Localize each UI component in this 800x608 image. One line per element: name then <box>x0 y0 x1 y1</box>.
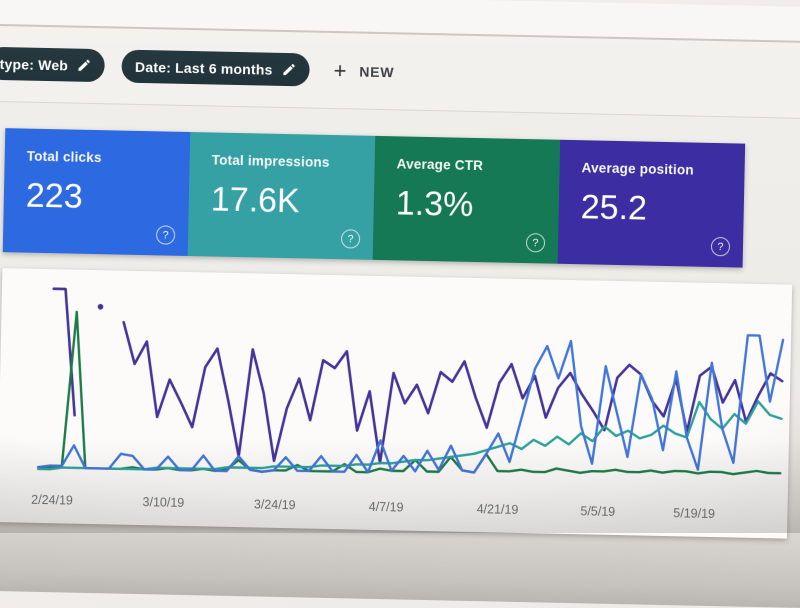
card-label: Average position <box>581 160 694 178</box>
search-type-filter-chip[interactable]: type: Web <box>0 46 106 83</box>
x-axis-label: 3/10/19 <box>142 495 185 510</box>
filter-bar: type: Web Date: Last 6 months + NEW <box>0 25 800 120</box>
new-filter-button[interactable]: + NEW <box>333 57 395 83</box>
average-position-card[interactable]: Average position 25.2 ? <box>557 139 746 268</box>
search-type-filter-label: type: Web <box>0 55 69 73</box>
metric-cards-row: Total clicks 223 ? Total impressions 17.… <box>2 128 746 268</box>
new-filter-button-label: NEW <box>359 63 395 80</box>
performance-chart-panel: 2/24/19 3/10/19 3/24/19 4/7/19 4/21/19 5/5/19… <box>0 268 793 539</box>
card-value: 1.3% <box>395 184 474 224</box>
x-axis-label: 3/24/19 <box>253 497 296 513</box>
card-label: Average CTR <box>396 156 484 174</box>
help-icon[interactable]: ? <box>710 236 731 257</box>
x-axis-label: 5/19/19 <box>673 506 716 522</box>
date-range-filter-chip[interactable]: Date: Last 6 months <box>121 49 310 87</box>
average-ctr-card[interactable]: Average CTR 1.3% ? <box>372 135 561 264</box>
help-icon[interactable]: ? <box>340 229 361 249</box>
x-axis-label: 5/5/19 <box>580 504 616 519</box>
total-clicks-card[interactable]: Total clicks 223 ? <box>2 128 191 256</box>
series-line-total-clicks <box>37 334 785 474</box>
plus-icon: + <box>333 57 348 83</box>
card-value: 25.2 <box>580 188 648 228</box>
x-axis-label: 4/7/19 <box>368 499 404 515</box>
edit-pencil-icon[interactable] <box>281 62 296 77</box>
dashboard-content: Total clicks 223 ? Total impressions 17.… <box>0 101 800 608</box>
performance-line-chart <box>36 287 785 476</box>
card-value: 17.6K <box>210 180 301 221</box>
x-axis-label: 4/21/19 <box>476 502 519 517</box>
total-impressions-card[interactable]: Total impressions 17.6K ? <box>187 132 376 260</box>
edit-pencil-icon[interactable] <box>77 58 92 73</box>
card-value: 223 <box>25 176 84 216</box>
card-label: Total impressions <box>211 152 330 170</box>
help-icon[interactable]: ? <box>525 233 546 253</box>
date-range-filter-label: Date: Last 6 months <box>134 58 273 78</box>
help-icon[interactable]: ? <box>155 225 176 245</box>
data-point-dot <box>97 303 104 310</box>
card-label: Total clicks <box>26 148 102 166</box>
x-axis-label: 2/24/19 <box>31 492 74 508</box>
series-line-total-impressions <box>36 400 783 471</box>
